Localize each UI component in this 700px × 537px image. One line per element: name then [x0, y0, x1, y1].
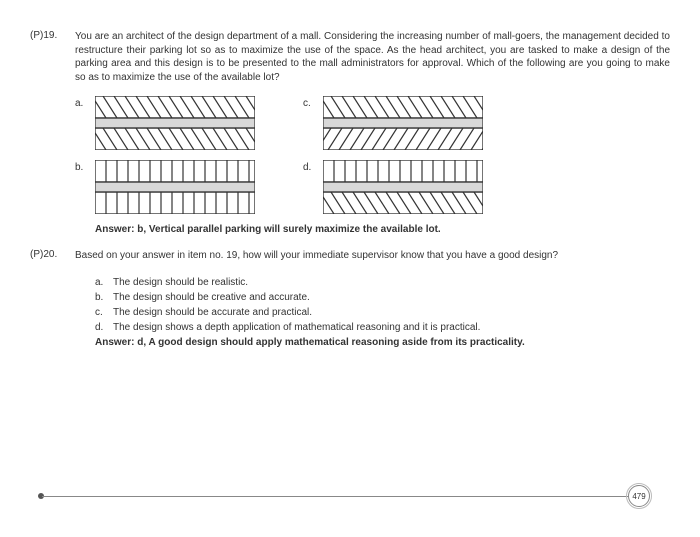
diagram-row-1: a. c.: [75, 96, 670, 150]
diagram-b: [95, 160, 255, 214]
q20-number: (P)20.: [30, 249, 75, 263]
page-footer: 479: [30, 485, 670, 507]
q20-options: a. The design should be realistic. b. Th…: [95, 275, 670, 350]
diagram-label-d: d.: [303, 160, 323, 173]
diagram-label-a: a.: [75, 96, 95, 109]
opt-text: The design shows a depth application of …: [113, 320, 480, 335]
opt-letter: c.: [95, 305, 113, 320]
q20-text: Based on your answer in item no. 19, how…: [75, 249, 670, 263]
question-20: (P)20. Based on your answer in item no. …: [30, 249, 670, 263]
q20-option-b: b. The design should be creative and acc…: [95, 290, 670, 305]
question-19: (P)19. You are an architect of the desig…: [30, 30, 670, 84]
diagram-c: [323, 96, 483, 150]
opt-text: The design should be creative and accura…: [113, 290, 310, 305]
opt-letter: b.: [95, 290, 113, 305]
q19-diagrams: a. c. b. d.: [75, 96, 670, 214]
q20-option-a: a. The design should be realistic.: [95, 275, 670, 290]
page-number: 479: [628, 485, 650, 507]
opt-letter: a.: [95, 275, 113, 290]
q19-number: (P)19.: [30, 30, 75, 84]
opt-letter: d.: [95, 320, 113, 335]
diagram-d: [323, 160, 483, 214]
diagram-a: [95, 96, 255, 150]
q19-answer: Answer: b, Vertical parallel parking wil…: [95, 224, 670, 235]
opt-text: The design should be accurate and practi…: [113, 305, 312, 320]
q20-option-d: d. The design shows a depth application …: [95, 320, 670, 335]
q20-option-c: c. The design should be accurate and pra…: [95, 305, 670, 320]
footer-line: [42, 496, 642, 497]
diagram-row-2: b. d.: [75, 160, 670, 214]
q20-answer: Answer: d, A good design should apply ma…: [95, 335, 670, 350]
q19-text: You are an architect of the design depar…: [75, 30, 670, 84]
opt-text: The design should be realistic.: [113, 275, 248, 290]
diagram-label-c: c.: [303, 96, 323, 109]
diagram-label-b: b.: [75, 160, 95, 173]
